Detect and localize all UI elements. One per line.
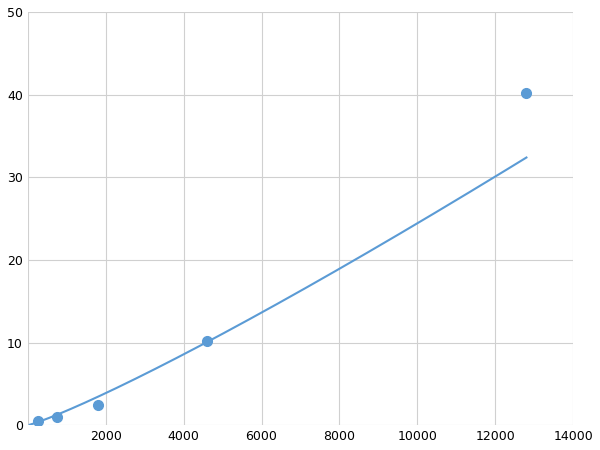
Point — [52, 414, 62, 421]
Point — [202, 338, 212, 345]
Point — [33, 418, 43, 425]
Point — [93, 401, 103, 408]
Point — [521, 90, 531, 97]
